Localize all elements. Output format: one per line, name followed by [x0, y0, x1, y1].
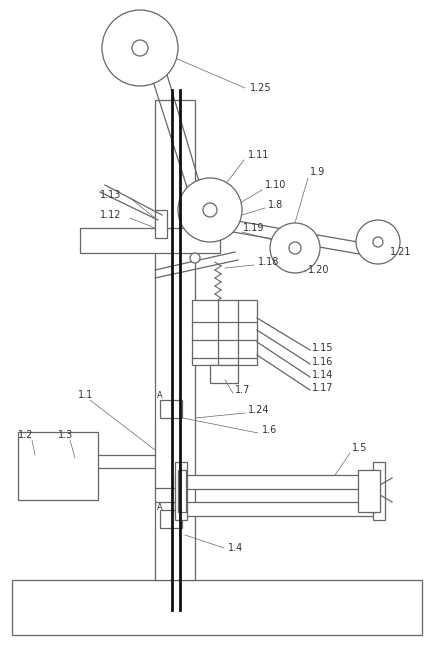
Text: 1.12: 1.12	[100, 210, 121, 220]
Text: 1.14: 1.14	[311, 370, 332, 380]
Text: 1.1: 1.1	[78, 390, 93, 400]
Bar	[191, 300, 256, 365]
Circle shape	[203, 203, 217, 217]
Text: 1.6: 1.6	[261, 425, 276, 435]
Text: 1.3: 1.3	[58, 430, 73, 440]
Bar	[160, 510, 181, 528]
Text: 1.7: 1.7	[234, 385, 250, 395]
Text: 1.24: 1.24	[247, 405, 269, 415]
Text: 1.2: 1.2	[18, 430, 33, 440]
Text: A: A	[157, 390, 162, 400]
Text: 1.8: 1.8	[267, 200, 283, 210]
Text: 1.20: 1.20	[307, 265, 329, 275]
Text: 1.16: 1.16	[311, 357, 332, 367]
Bar	[80, 228, 220, 253]
Circle shape	[190, 253, 200, 263]
Text: 1.4: 1.4	[227, 543, 243, 553]
Bar	[367, 470, 375, 512]
Bar	[372, 462, 384, 520]
Bar	[12, 580, 421, 635]
Bar	[210, 365, 237, 383]
Circle shape	[372, 237, 382, 247]
Circle shape	[288, 242, 300, 254]
Bar	[178, 470, 186, 512]
Text: 1.25: 1.25	[250, 83, 271, 93]
Text: 1.9: 1.9	[309, 167, 325, 177]
Text: 1.18: 1.18	[257, 257, 279, 267]
Text: 1.19: 1.19	[243, 223, 264, 233]
Bar	[174, 462, 187, 520]
Bar	[155, 210, 167, 238]
Text: 1.15: 1.15	[311, 343, 333, 353]
Text: 1.13: 1.13	[100, 190, 121, 200]
Bar	[160, 400, 181, 418]
Text: 1.5: 1.5	[351, 443, 367, 453]
Text: 1.17: 1.17	[311, 383, 333, 393]
Text: 1.10: 1.10	[264, 180, 286, 190]
Bar	[155, 100, 194, 580]
Bar	[357, 470, 379, 512]
Bar	[174, 475, 379, 489]
Circle shape	[270, 223, 319, 273]
Circle shape	[355, 220, 399, 264]
Text: 1.21: 1.21	[389, 247, 411, 257]
Bar	[174, 502, 379, 516]
Text: A: A	[157, 503, 162, 513]
Text: 1.11: 1.11	[247, 150, 269, 160]
Bar	[18, 432, 98, 500]
Circle shape	[132, 40, 148, 56]
Circle shape	[102, 10, 178, 86]
Circle shape	[178, 178, 241, 242]
